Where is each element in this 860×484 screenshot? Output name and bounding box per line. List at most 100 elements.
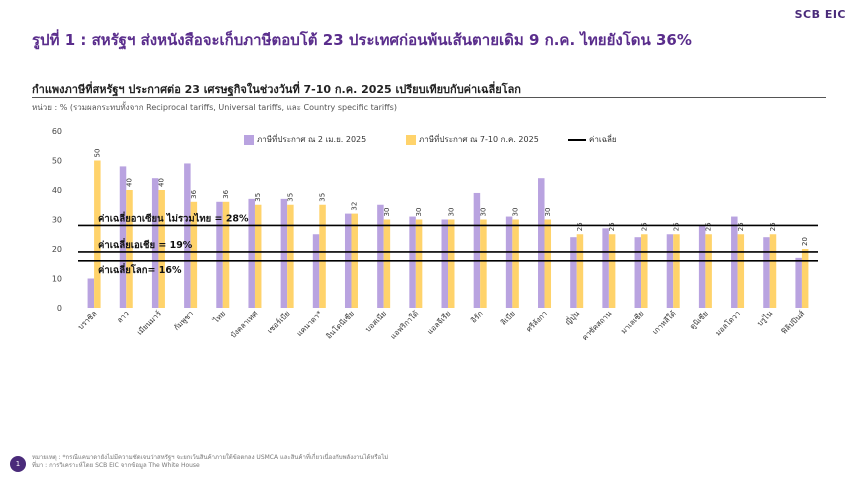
bar-apr [151,178,159,308]
y-tick-label: 50 [52,157,62,166]
data-label: 30 [544,208,552,217]
legend-label-jul: ภาษีที่ประกาศ ณ 7-10 ก.ค. 2025 [419,135,539,144]
category-label: ลาว [115,309,131,325]
data-label: 30 [383,208,391,217]
category-label: แคนาดา* [295,309,324,338]
bar-apr [441,219,448,308]
y-tick-label: 20 [52,245,62,254]
bar-jul [705,234,712,308]
y-tick-label: 10 [52,275,62,284]
legend-swatch-jul [406,134,416,145]
category-label: มาเลเซีย [619,309,645,335]
bar-apr [698,225,706,308]
data-label: 35 [319,193,327,202]
category-label: มอลโดวา [713,309,742,338]
bar-apr [473,192,481,308]
bar-jul [641,234,648,308]
category-label: คาซัคสถาน [580,309,613,342]
bar-jul [190,201,198,308]
category-label: ตูนิเซีย [688,309,710,331]
brand-logo: SCB EIC [794,8,846,21]
data-label: 35 [254,193,262,202]
data-label: 30 [447,208,455,217]
category-label: เกาหลีใต้ [650,309,677,336]
chart-subtitle: กำแพงภาษีที่สหรัฐฯ ประกาศต่อ 23 เศรษฐกิจ… [32,83,521,96]
data-label: 25 [769,222,777,231]
average-line-label: ค่าเฉลี่ยโลก= 16% [98,262,182,276]
bar-jul [512,219,519,308]
data-label: 35 [286,193,294,202]
bar-jul [287,204,294,308]
category-label: บราซิล [76,309,98,331]
category-label: ไทย [211,309,227,325]
page-number-badge: 1 [10,456,26,472]
category-label: เซอร์เบีย [265,309,291,335]
bar-apr [216,201,223,308]
bar-apr [505,216,513,308]
y-tick-label: 30 [52,216,62,225]
slide-title: รูปที่ 1 : สหรัฐฯ ส่งหนังสือจะเก็บภาษีตอ… [32,31,692,49]
bar-apr [570,237,577,308]
footnote-source: ที่มา : การวิเคราะห์โดย SCB EIC จากข้อมู… [32,462,200,469]
bar-apr [602,228,609,308]
data-label: 32 [351,202,359,211]
bar-apr [377,204,384,308]
legend-item-apr: ภาษีที่ประกาศ ณ 2 เม.ย. 2025 [244,133,366,146]
category-label: อิรัก [469,309,485,325]
bar-jul [383,219,391,308]
bar-jul [480,219,487,308]
legend-label-apr: ภาษีที่ประกาศ ณ 2 เม.ย. 2025 [257,135,367,144]
bar-jul [126,190,133,308]
bar-jul [319,204,326,308]
bar-apr [184,163,191,308]
data-label: 36 [222,189,230,198]
data-label: 25 [576,222,584,231]
data-label: 30 [512,208,520,217]
legend-label-average: ค่าเฉลี่ย [589,135,617,144]
bar-jul [415,219,423,308]
bar-apr [731,216,738,308]
unit-note: หน่วย : % (รวมผลกระทบทั้งจาก Reciprocal … [32,103,397,112]
category-label: แอลจีเรีย [425,309,452,336]
bar-apr [666,234,674,308]
data-label: 36 [190,189,198,198]
data-label: 30 [479,208,487,217]
data-label: 25 [608,222,616,231]
bar-jul [737,234,745,308]
data-label: 25 [672,222,680,231]
bar-apr [538,178,545,308]
bar-jul [158,190,165,308]
bar-apr [409,216,416,308]
data-label: 40 [158,178,166,187]
bar-apr [634,237,642,308]
data-label: 30 [415,208,423,217]
category-label: บอสเนีย [363,309,388,334]
average-line-label: ค่าเฉลี่ยเอเชีย = 19% [98,237,193,251]
bar-jul [673,234,680,308]
bar-apr [312,234,320,308]
category-label: ลิเบีย [499,309,517,327]
legend-item-jul: ภาษีที่ประกาศ ณ 7-10 ก.ค. 2025 [406,133,539,146]
bar-jul [576,234,584,308]
bar-apr [280,198,288,308]
legend-line-average [568,138,586,141]
bar-apr [119,166,127,308]
category-label: บรูไน [755,309,774,328]
category-label: กัมพูชา [172,309,195,332]
data-label: 20 [801,237,809,246]
bar-jul [769,234,777,308]
category-label: แอฟริกาใต้ [388,309,420,341]
category-label: ศรีลังกา [524,309,549,334]
category-label: ญี่ปุ่น [563,308,582,327]
data-label: 40 [126,178,134,187]
data-label: 50 [93,149,101,158]
data-label: 25 [640,222,648,231]
bar-jul [222,201,230,308]
category-label: เมียนมาร์ [135,309,163,337]
category-label: ฟิลิปปินส์ [779,309,807,337]
bar-apr [763,237,770,308]
bar-apr [87,278,95,308]
footnote: หมายเหตุ : *กรณีแคนาดายังไม่มีความชัดเจน… [32,454,388,470]
legend-swatch-apr [244,134,254,145]
